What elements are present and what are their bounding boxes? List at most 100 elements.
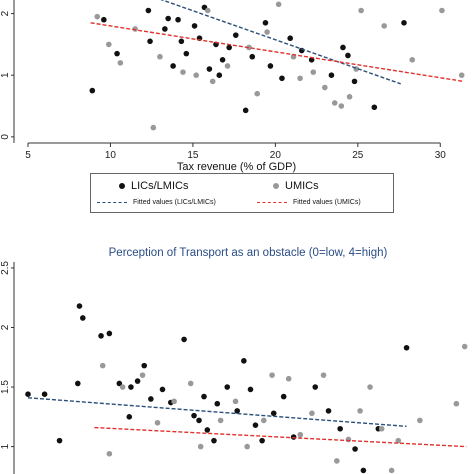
legend-marker-fit-umics bbox=[257, 202, 287, 203]
top-point-lics bbox=[287, 35, 294, 42]
bottom-point-lics bbox=[224, 384, 231, 390]
bottom-point-lics bbox=[201, 393, 207, 400]
top-point-umics bbox=[297, 75, 303, 82]
bottom-point-lics bbox=[280, 393, 287, 400]
bottom-point-lics bbox=[76, 303, 83, 309]
top-point-lics bbox=[262, 20, 269, 26]
bottom-point-umics bbox=[139, 372, 146, 378]
bottom-point-lics bbox=[116, 380, 123, 387]
top-x-tick-label: 25 bbox=[352, 150, 364, 161]
bottom-point-lics bbox=[196, 417, 202, 424]
top-point-umics bbox=[310, 69, 317, 75]
top-point-umics bbox=[106, 41, 112, 48]
top-point-lics bbox=[89, 87, 96, 94]
top-point-umics bbox=[322, 84, 328, 91]
bottom-point-lics bbox=[234, 408, 241, 414]
bottom-point-lics bbox=[134, 378, 141, 384]
bottom-point-umics bbox=[388, 467, 395, 474]
top-point-lics bbox=[162, 26, 168, 32]
bottom-y-tick-label: 2 bbox=[0, 324, 11, 330]
bottom-point-lics bbox=[41, 391, 48, 398]
bottom-point-lics bbox=[148, 396, 154, 402]
top-point-lics bbox=[191, 23, 198, 29]
legend-label-fit-umics: Fitted values (UMICs) bbox=[293, 199, 361, 206]
legend-item-fit-umics: Fitted values (UMICs) bbox=[257, 199, 361, 206]
bottom-point-lics bbox=[337, 425, 343, 432]
top-point-lics bbox=[170, 63, 176, 69]
bottom-y-tick-label: 1.5 bbox=[0, 380, 11, 394]
legend-item-lics: LICs/LMICs bbox=[119, 180, 188, 192]
bottom-y-tick-label: 1 bbox=[0, 443, 11, 449]
top-point-lics bbox=[145, 7, 152, 14]
bottom-point-umics bbox=[367, 384, 373, 390]
bottom-point-umics bbox=[297, 431, 304, 438]
bottom-point-lics bbox=[79, 315, 86, 321]
chart-legend: LICs/LMICs UMICs Fitted values (LICs/LMI… bbox=[90, 173, 394, 213]
bottom-point-lics bbox=[141, 362, 148, 369]
top-x-axis-label: Tax revenue (% of GDP) bbox=[177, 161, 296, 173]
bottom-point-lics bbox=[214, 400, 221, 407]
bottom-point-umics bbox=[417, 417, 423, 424]
top-point-lics bbox=[206, 66, 213, 72]
legend-label-lics: LICs/LMICs bbox=[131, 180, 189, 192]
bottom-point-lics bbox=[211, 437, 217, 444]
bottom-point-umics bbox=[378, 425, 385, 432]
top-point-umics bbox=[409, 56, 416, 63]
top-point-umics bbox=[381, 23, 387, 29]
top-point-umics bbox=[331, 100, 338, 106]
bottom-point-umics bbox=[461, 343, 468, 350]
top-point-umics bbox=[246, 44, 252, 51]
bottom-point-umics bbox=[154, 419, 161, 426]
top-point-lics bbox=[178, 38, 185, 45]
bottom-point-umics bbox=[187, 380, 194, 387]
bottom-point-lics bbox=[252, 422, 259, 428]
bottom-point-lics bbox=[159, 386, 166, 393]
bottom-point-umics bbox=[395, 437, 402, 444]
bottom-point-lics bbox=[181, 336, 187, 343]
top-point-umics bbox=[193, 72, 200, 79]
bottom-point-lics bbox=[241, 358, 247, 364]
top-point-lics bbox=[101, 16, 107, 23]
top-point-umics bbox=[439, 7, 445, 14]
top-point-lics bbox=[267, 63, 274, 69]
top-point-lics bbox=[328, 72, 335, 79]
top-point-umics bbox=[338, 103, 345, 109]
bottom-point-lics bbox=[352, 446, 358, 452]
top-point-lics bbox=[279, 75, 285, 82]
top-point-umics bbox=[458, 72, 465, 79]
bottom-point-lics bbox=[75, 380, 81, 387]
bottom-point-umics bbox=[269, 372, 275, 378]
bottom-point-lics bbox=[270, 410, 277, 417]
top-point-lics bbox=[216, 72, 223, 79]
top-point-lics bbox=[345, 52, 351, 59]
bottom-fitted-line-umics bbox=[94, 426, 467, 448]
bottom-point-lics bbox=[360, 467, 367, 474]
bottom-point-umics bbox=[260, 417, 267, 424]
bottom-y-tick-label: 2.5 bbox=[0, 261, 11, 275]
bottom-point-umics bbox=[453, 400, 460, 407]
legend-marker-lics bbox=[119, 183, 125, 189]
bottom-point-lics bbox=[128, 384, 134, 390]
bottom-point-umics bbox=[197, 443, 204, 450]
top-y-tick-label: 1 bbox=[0, 72, 11, 78]
top-x-tick-label: 20 bbox=[270, 150, 282, 161]
top-point-lics bbox=[401, 20, 407, 26]
top-point-lics bbox=[340, 44, 346, 51]
bottom-point-umics bbox=[320, 372, 327, 378]
top-x-tick-label: 30 bbox=[435, 150, 447, 161]
bottom-point-lics bbox=[204, 427, 211, 433]
top-point-umics bbox=[132, 26, 138, 32]
top-point-umics bbox=[264, 29, 270, 35]
top-fitted-line-lics bbox=[160, 0, 401, 85]
bottom-point-umics bbox=[119, 384, 126, 390]
top-point-umics bbox=[150, 124, 157, 131]
legend-label-fit-lics: Fitted values (LICs/LMICs) bbox=[133, 199, 216, 206]
bottom-point-umics bbox=[309, 410, 315, 417]
top-x-tick-label: 15 bbox=[187, 150, 199, 161]
top-point-umics bbox=[358, 7, 364, 14]
bottom-point-umics bbox=[99, 362, 106, 369]
top-point-lics bbox=[175, 16, 181, 23]
bottom-point-umics bbox=[285, 375, 292, 382]
top-point-umics bbox=[94, 13, 101, 20]
top-fitted-line-umics bbox=[90, 22, 464, 83]
